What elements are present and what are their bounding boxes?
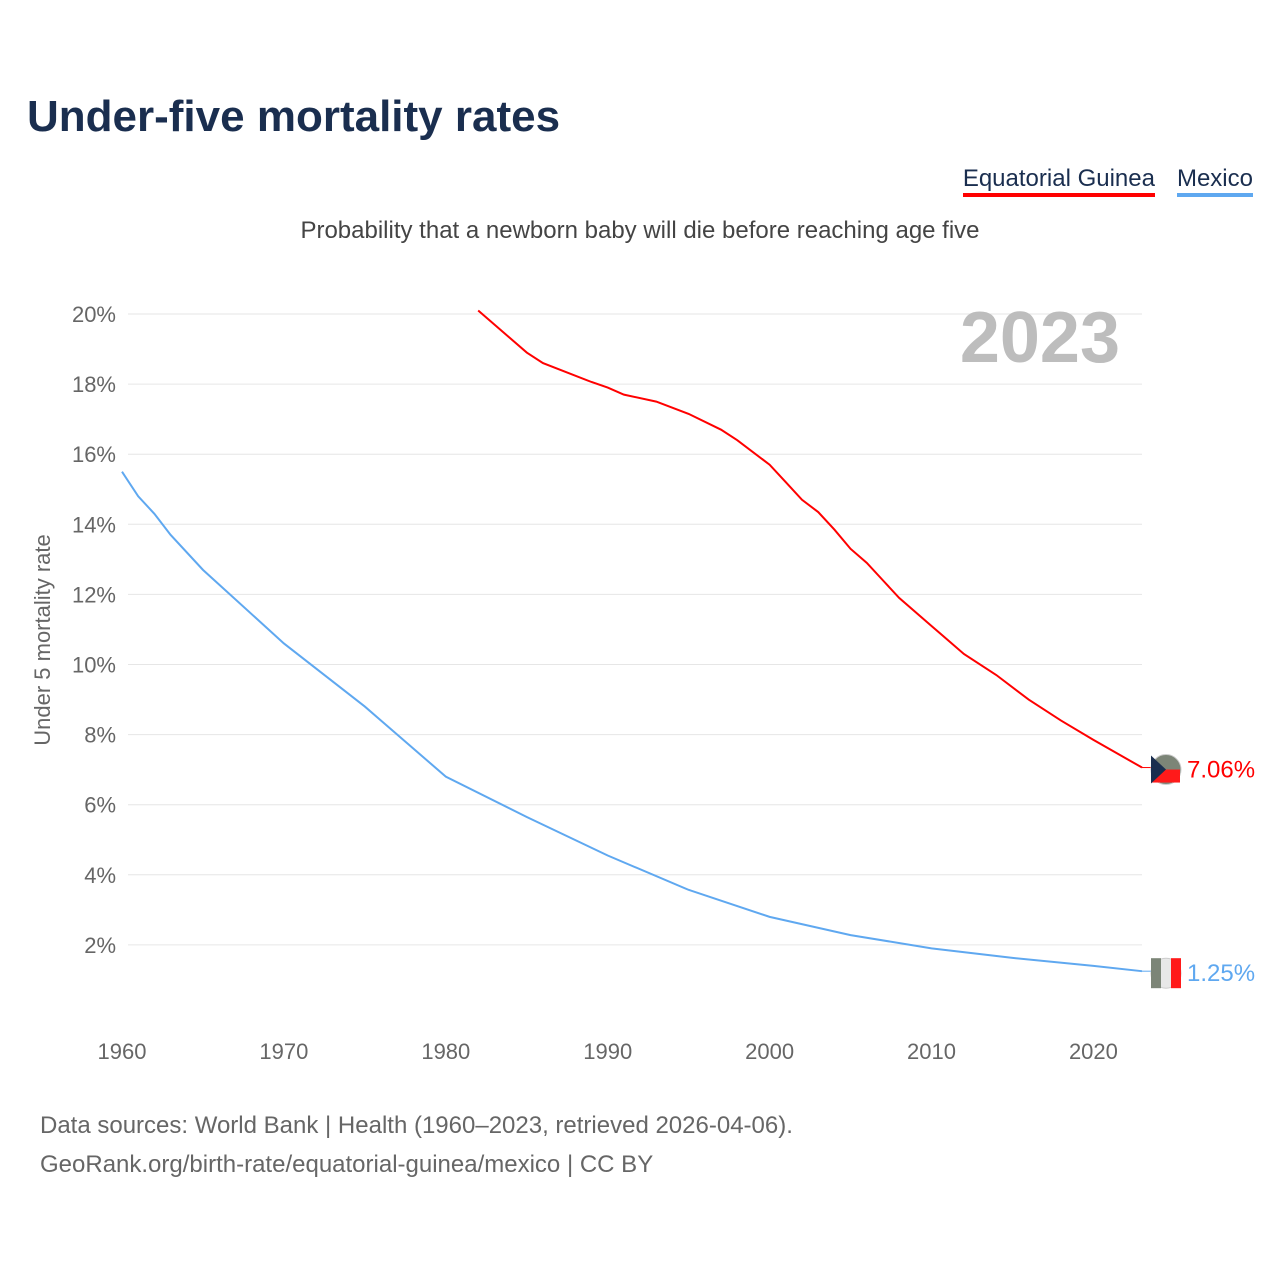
year-label: 2023 bbox=[960, 298, 1120, 378]
series-line-equatorial-guinea bbox=[477, 309, 1143, 769]
y-tick-label: 10% bbox=[72, 653, 116, 678]
y-tick-label: 16% bbox=[72, 442, 116, 467]
x-tick-label: 2020 bbox=[1069, 1039, 1118, 1064]
x-tick-label: 2000 bbox=[745, 1039, 794, 1064]
chart-title: Under-five mortality rates bbox=[27, 92, 561, 141]
flag-stripe bbox=[1151, 958, 1161, 989]
source-line: Data sources: World Bank | Health (1960–… bbox=[40, 1112, 793, 1139]
y-axis-label: Under 5 mortality rate bbox=[30, 534, 55, 746]
flag-triangle bbox=[1151, 755, 1166, 784]
end-value-label: 1.25% bbox=[1187, 960, 1255, 987]
y-tick-label: 20% bbox=[72, 302, 116, 327]
legend-mexico[interactable]: Mexico bbox=[1176, 165, 1253, 197]
y-tick-label: 12% bbox=[72, 582, 116, 607]
y-tick-label: 8% bbox=[84, 723, 116, 748]
y-tick-label: 4% bbox=[84, 863, 116, 888]
source-url[interactable]: GeoRank.org/birth-rate/equatorial-guinea… bbox=[40, 1151, 654, 1178]
x-tick-label: 1980 bbox=[421, 1039, 470, 1064]
end-value-label: 7.06% bbox=[1187, 757, 1255, 784]
legend: Equatorial Guinea Mexico bbox=[962, 165, 1253, 197]
y-tick-label: 6% bbox=[84, 793, 116, 818]
source-note: Data sources: World Bank | Health (1960–… bbox=[40, 1106, 793, 1184]
chart-subtitle: Probability that a newborn baby will die… bbox=[300, 217, 980, 244]
y-tick-label: 14% bbox=[72, 512, 116, 537]
y-tick-label: 2% bbox=[84, 933, 116, 958]
x-tick-label: 1970 bbox=[259, 1039, 308, 1064]
x-tick-label: 1990 bbox=[583, 1039, 632, 1064]
series-line-mexico bbox=[121, 471, 1143, 973]
legend-equatorial-guinea[interactable]: Equatorial Guinea bbox=[962, 165, 1155, 197]
x-tick-label: 2010 bbox=[907, 1039, 956, 1064]
y-tick-label: 18% bbox=[72, 372, 116, 397]
flag-stripe bbox=[1171, 958, 1181, 989]
x-tick-label: 1960 bbox=[98, 1039, 147, 1064]
